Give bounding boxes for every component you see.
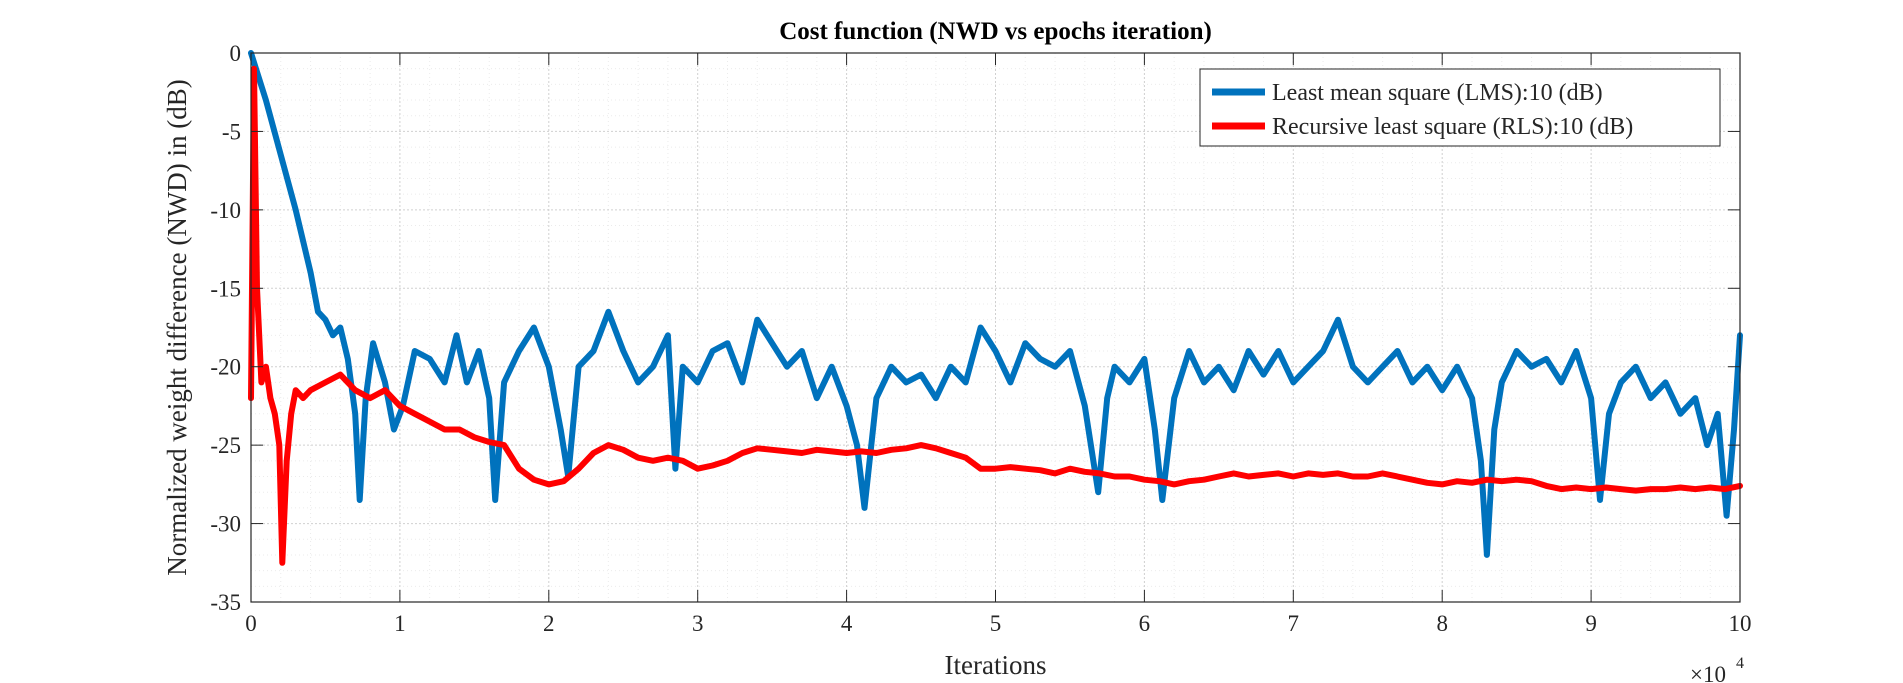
y-tick-label: -20 (210, 355, 241, 380)
y-tick-labels: 0 -5 -10 -15 -20 -25 -30 -35 (210, 41, 241, 615)
x-tick-label: 6 (1139, 611, 1151, 636)
x-tick-label: 1 (394, 611, 406, 636)
legend-label-lms: Least mean square (LMS):10 (dB) (1272, 80, 1603, 106)
y-tick-label: -10 (210, 198, 241, 223)
x-tick-labels: 0 1 2 3 4 5 6 7 8 9 10 (245, 611, 1751, 636)
chart-title: Cost function (NWD vs epochs iteration) (779, 18, 1212, 45)
x-multiplier-exponent: 4 (1736, 655, 1744, 672)
series-layer (248, 50, 1743, 566)
series-line-lms (248, 50, 1743, 558)
x-tick-label: 2 (543, 611, 555, 636)
axis-ticks (250, 52, 1741, 603)
series-line-rls (248, 65, 1743, 566)
legend-label-rls: Recursive least square (RLS):10 (dB) (1272, 114, 1633, 140)
legend-box (1199, 68, 1721, 147)
x-multiplier-base: ×10 (1690, 662, 1726, 683)
y-tick-label: -35 (210, 590, 241, 615)
x-axis-multiplier: ×10 4 (1690, 655, 1744, 683)
y-axis-label: Normalized weight difference (NWD) in (d… (162, 79, 192, 576)
x-tick-label: 7 (1288, 611, 1300, 636)
y-tick-label: -30 (210, 512, 241, 537)
x-tick-label: 5 (990, 611, 1002, 636)
y-tick-label: 0 (230, 41, 242, 66)
x-tick-label: 4 (841, 611, 853, 636)
y-tick-label: -25 (210, 433, 241, 458)
x-tick-label: 3 (692, 611, 704, 636)
legend: Least mean square (LMS):10 (dB) Recursive… (1199, 68, 1721, 147)
x-tick-label: 0 (245, 611, 257, 636)
y-tick-label: -15 (210, 276, 241, 301)
y-tick-label: -5 (222, 119, 241, 144)
x-tick-label: 8 (1436, 611, 1448, 636)
x-tick-label: 9 (1585, 611, 1597, 636)
x-axis-label: Iterations (945, 650, 1047, 680)
x-tick-label: 10 (1729, 611, 1752, 636)
